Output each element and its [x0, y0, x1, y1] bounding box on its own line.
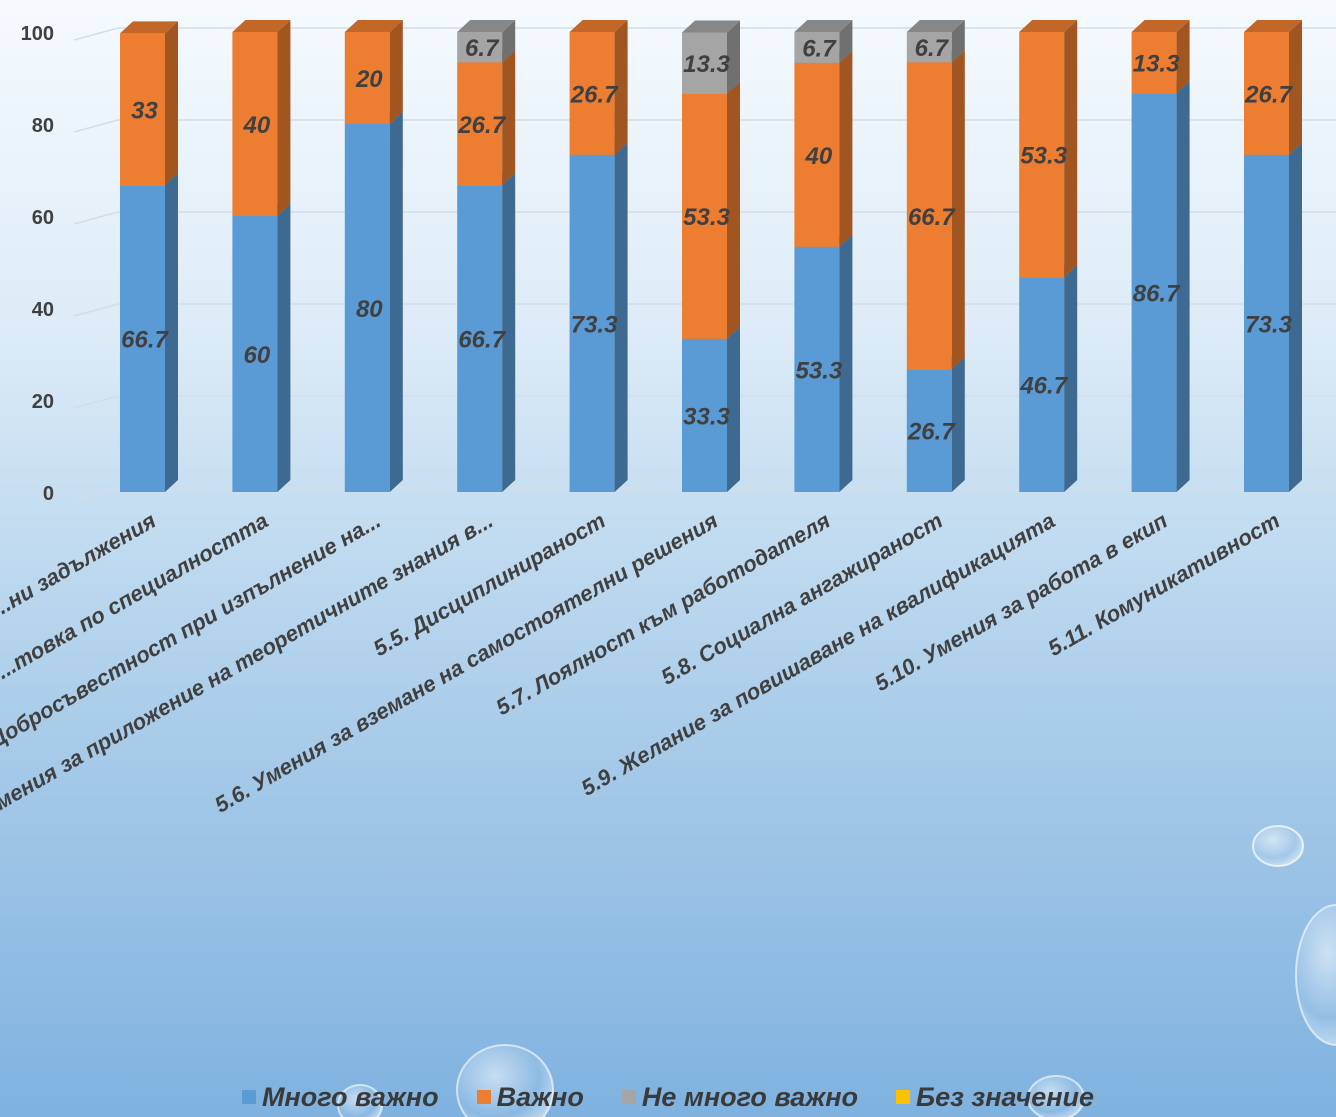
bar-segment: [569, 20, 628, 155]
legend-item: Важно: [476, 1081, 584, 1113]
decorative-bubbles: [337, 825, 1336, 1117]
data-label: 6.7: [465, 35, 500, 62]
legend-swatch: [896, 1090, 910, 1104]
data-label: 33: [131, 97, 158, 124]
data-label: 26.7: [1244, 81, 1293, 108]
data-label: 66.7: [458, 327, 506, 354]
y-tick-label: 0: [43, 483, 54, 505]
data-label: 33.3: [683, 403, 730, 430]
y-tick-label: 80: [32, 115, 54, 137]
legend-swatch: [241, 1090, 256, 1104]
y-axis-tick-labels: 0 20 40 60 80 100: [21, 23, 54, 505]
data-label: 20: [355, 66, 383, 93]
legend-swatch: [476, 1090, 491, 1104]
data-label: 13.3: [683, 51, 730, 78]
data-label: 6.7: [915, 35, 950, 62]
data-label: 80: [356, 296, 383, 323]
bar-segment: [794, 50, 853, 247]
legend-item: Не много важно: [621, 1081, 858, 1113]
y-tick-label: 60: [32, 207, 54, 229]
y-tick-label: 40: [32, 299, 54, 321]
data-label: 66.7: [121, 327, 169, 354]
data-label: 26.7: [457, 112, 506, 139]
data-label: 53.3: [1020, 143, 1067, 170]
legend-swatch: [621, 1090, 636, 1104]
data-label: 60: [244, 342, 271, 369]
bar-segment: [1131, 20, 1190, 94]
legend-label: Важно: [496, 1081, 584, 1112]
bar-segment: [1019, 20, 1078, 278]
bar-segment: [457, 20, 516, 63]
bar-segment: [569, 142, 628, 492]
bar-segment: [1244, 20, 1302, 155]
bar-segment: [1131, 81, 1190, 493]
data-label: 73.3: [571, 311, 618, 338]
data-label: 46.7: [1019, 373, 1068, 400]
bar-segment: [120, 21, 178, 186]
bars: [120, 20, 1302, 493]
bar-segment: [232, 204, 291, 492]
bar-segment: [457, 173, 516, 492]
bar-segment: [1019, 265, 1078, 492]
legend-item: Без значение: [896, 1082, 1094, 1113]
data-label: 26.7: [907, 419, 956, 446]
bar-segment: [906, 20, 965, 63]
data-label: 26.7: [570, 81, 619, 108]
data-label: 40: [805, 143, 833, 170]
bar-segment: [794, 20, 853, 63]
data-label: 53.3: [796, 357, 843, 384]
bar-segment: [794, 234, 853, 492]
data-label: 66.7: [908, 204, 956, 231]
bar-segment: [120, 173, 178, 492]
data-label: 73.3: [1245, 311, 1292, 338]
data-labels: 66.7 33 60 40 80 20 66.7 26.7 6.7 73.3 26.7 33.3 53.…: [121, 35, 1293, 445]
category-labels: 5.1. ...ни задължения5.2. ...товка по сп…: [0, 507, 1284, 843]
bar-segment: [682, 20, 740, 94]
y-tick-label: 20: [32, 391, 54, 413]
bar-segment: [232, 20, 291, 216]
legend-label: Не много важно: [641, 1081, 858, 1112]
legend-label: Много важно: [261, 1081, 439, 1112]
data-label: 86.7: [1133, 281, 1181, 308]
y-tick-label: 100: [21, 23, 54, 45]
legend: Много важно Важно Не много важно Без значен…: [0, 1078, 1336, 1116]
data-label: 6.7: [802, 35, 837, 62]
bar-segment: [344, 20, 403, 124]
data-label: 13.3: [1133, 51, 1180, 78]
data-label: 53.3: [683, 204, 730, 231]
data-label: 40: [243, 112, 271, 139]
legend-item: Много важно: [241, 1081, 439, 1113]
category-label: 5.6. Умения за вземане на самостоятелни …: [210, 508, 722, 818]
legend-label: Без значение: [916, 1081, 1095, 1112]
